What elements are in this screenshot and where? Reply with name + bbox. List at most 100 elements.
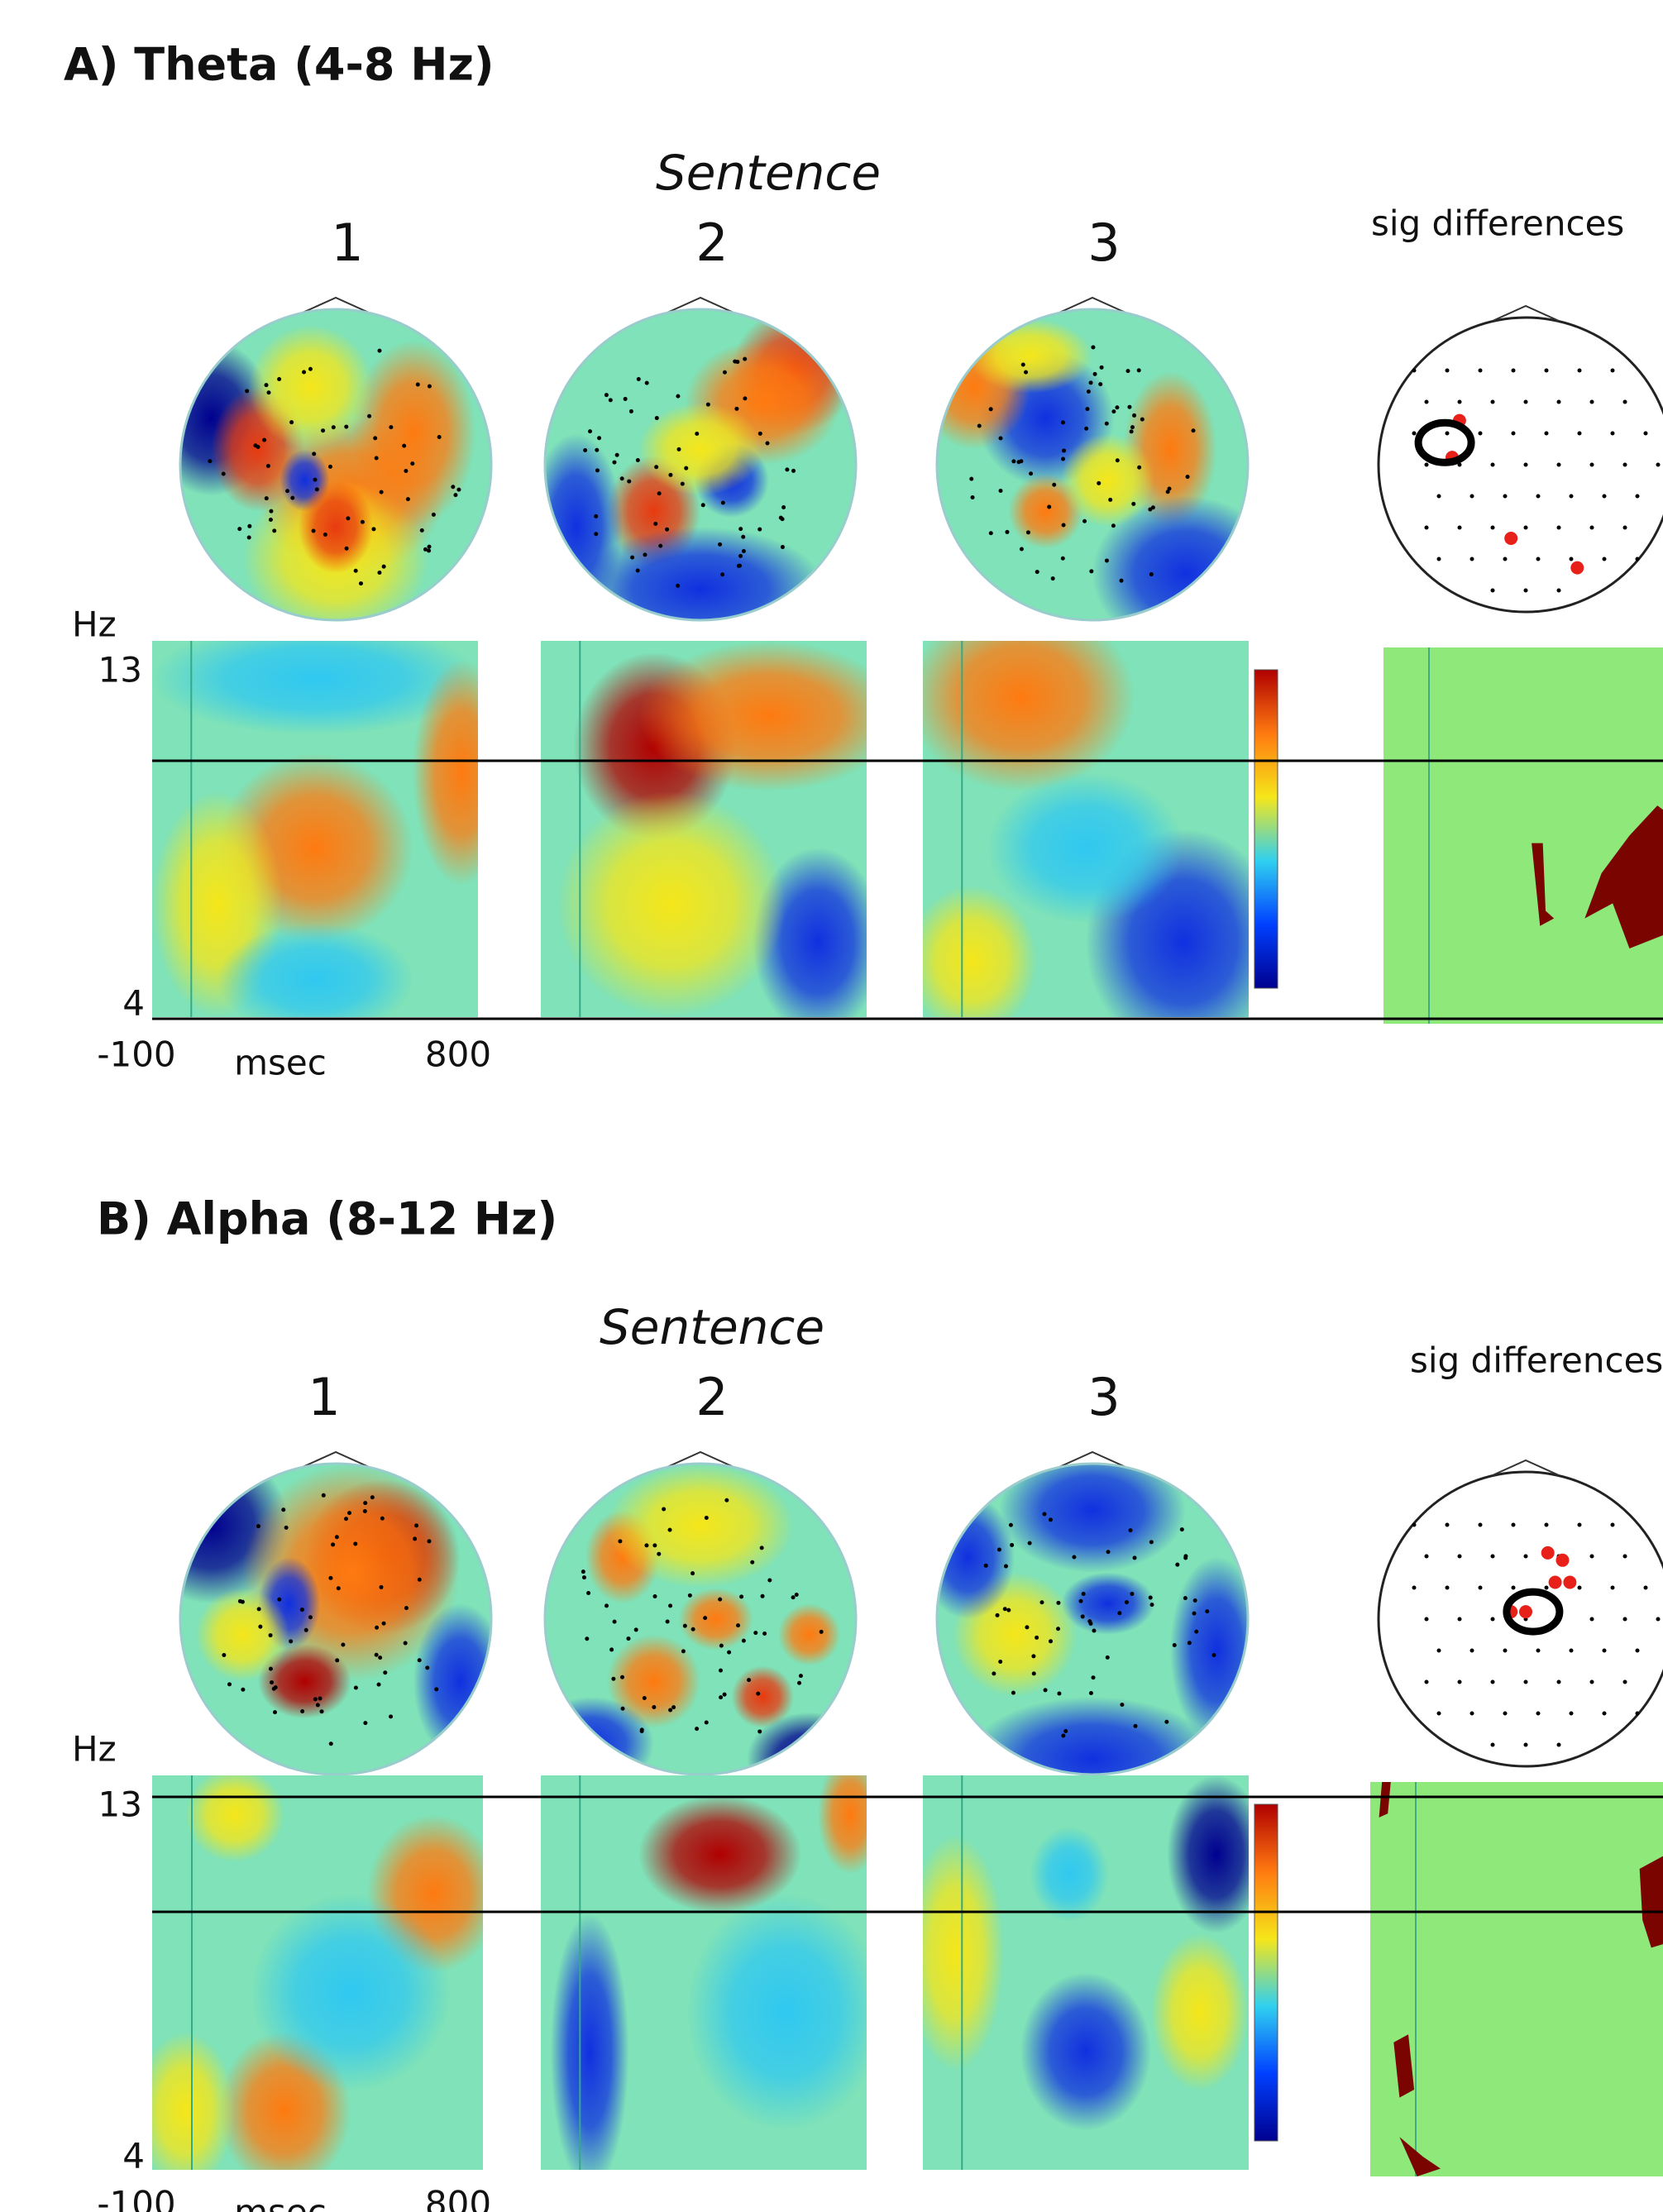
electrode bbox=[332, 425, 336, 429]
electrode bbox=[1164, 1720, 1168, 1724]
electrode bbox=[241, 1600, 245, 1604]
electrode bbox=[747, 1678, 751, 1682]
electrode bbox=[757, 1729, 762, 1733]
electrode bbox=[323, 533, 327, 537]
heat-blob bbox=[249, 325, 373, 449]
electrode bbox=[627, 480, 631, 484]
electrode bbox=[595, 468, 600, 472]
electrode bbox=[289, 1639, 293, 1643]
electrode bbox=[588, 429, 592, 433]
electrode bbox=[389, 425, 393, 429]
electrode bbox=[992, 1671, 996, 1675]
condition-label: Sentence bbox=[656, 145, 881, 201]
column-number: 3 bbox=[1087, 213, 1120, 273]
electrode bbox=[1049, 1639, 1053, 1643]
electrode bbox=[1092, 1675, 1096, 1679]
electrode bbox=[315, 487, 319, 491]
electrode bbox=[1557, 400, 1561, 404]
electrode bbox=[1623, 1555, 1627, 1559]
electrode bbox=[719, 1669, 723, 1673]
electrode bbox=[425, 1665, 429, 1670]
electrode bbox=[1524, 1743, 1528, 1747]
electrode bbox=[382, 1622, 386, 1626]
electrode bbox=[609, 398, 613, 402]
electrode bbox=[741, 535, 745, 539]
electrode bbox=[1129, 1528, 1133, 1532]
electrode bbox=[733, 360, 737, 364]
electrode bbox=[1545, 369, 1549, 373]
electrode bbox=[1479, 369, 1483, 373]
electrode bbox=[1100, 365, 1104, 370]
electrode bbox=[1011, 1691, 1015, 1695]
electrode bbox=[329, 1741, 333, 1746]
sig-head bbox=[1379, 318, 1663, 612]
electrode bbox=[1425, 1555, 1429, 1559]
electrode bbox=[1120, 1703, 1124, 1707]
electrode bbox=[241, 1688, 245, 1692]
electrode bbox=[1590, 526, 1594, 530]
electrode bbox=[1106, 1655, 1110, 1660]
electrode bbox=[245, 389, 249, 393]
electrode bbox=[1412, 1523, 1417, 1527]
colorbar bbox=[1254, 1804, 1278, 2141]
electrode bbox=[270, 1680, 274, 1684]
electrode bbox=[363, 1509, 367, 1513]
heat-blob bbox=[906, 886, 1037, 1036]
electrode bbox=[1183, 1554, 1188, 1558]
electrode bbox=[404, 1641, 408, 1646]
sig-head bbox=[1379, 1472, 1663, 1766]
electrode bbox=[1091, 345, 1095, 349]
electrode bbox=[1437, 557, 1441, 561]
electrode bbox=[645, 381, 649, 385]
electrode bbox=[1623, 400, 1627, 404]
electrode bbox=[308, 1615, 313, 1619]
electrode bbox=[657, 1552, 661, 1556]
y-unit: Hz bbox=[72, 1729, 117, 1770]
electrode bbox=[1020, 547, 1024, 552]
electrode bbox=[420, 528, 424, 533]
electrode bbox=[1180, 1527, 1184, 1531]
y-min: 4 bbox=[122, 983, 145, 1024]
electrode bbox=[644, 1543, 648, 1547]
electrode bbox=[1611, 1586, 1615, 1590]
electrode bbox=[308, 367, 313, 371]
electrode bbox=[1003, 1607, 1007, 1611]
electrode bbox=[1047, 504, 1051, 509]
electrode bbox=[762, 1632, 767, 1636]
heat-blob bbox=[687, 1894, 882, 2130]
electrode bbox=[668, 1603, 672, 1608]
electrode bbox=[1503, 1649, 1508, 1653]
electrode bbox=[377, 349, 381, 353]
electrode bbox=[695, 432, 699, 436]
electrode bbox=[1644, 1586, 1648, 1590]
electrode bbox=[341, 1642, 345, 1646]
electrode bbox=[1149, 572, 1154, 576]
electrode bbox=[691, 1571, 695, 1575]
electrode bbox=[781, 505, 786, 509]
electrode bbox=[1093, 372, 1097, 376]
electrode bbox=[724, 1498, 729, 1503]
electrode bbox=[277, 1598, 281, 1602]
electrode bbox=[437, 435, 442, 439]
sig-electrode bbox=[1563, 1576, 1576, 1589]
electrode bbox=[1512, 1586, 1516, 1590]
electrode bbox=[1524, 1555, 1528, 1559]
electrode bbox=[620, 476, 624, 480]
electrode bbox=[1026, 530, 1030, 534]
electrode bbox=[1611, 432, 1615, 436]
electrode bbox=[1437, 1712, 1441, 1716]
electrode bbox=[742, 549, 746, 553]
electrode bbox=[681, 482, 685, 486]
electrode bbox=[705, 1721, 709, 1725]
electrode bbox=[1578, 369, 1582, 373]
electrode bbox=[1503, 1712, 1508, 1716]
electrode bbox=[585, 1636, 589, 1641]
heat-blob bbox=[988, 772, 1183, 923]
heat-blob bbox=[551, 1913, 629, 2190]
electrode bbox=[820, 1630, 824, 1634]
electrode bbox=[1130, 425, 1135, 429]
electrode bbox=[1148, 508, 1152, 512]
electrode bbox=[1491, 463, 1495, 467]
electrode bbox=[750, 1560, 754, 1565]
electrode bbox=[655, 416, 659, 420]
